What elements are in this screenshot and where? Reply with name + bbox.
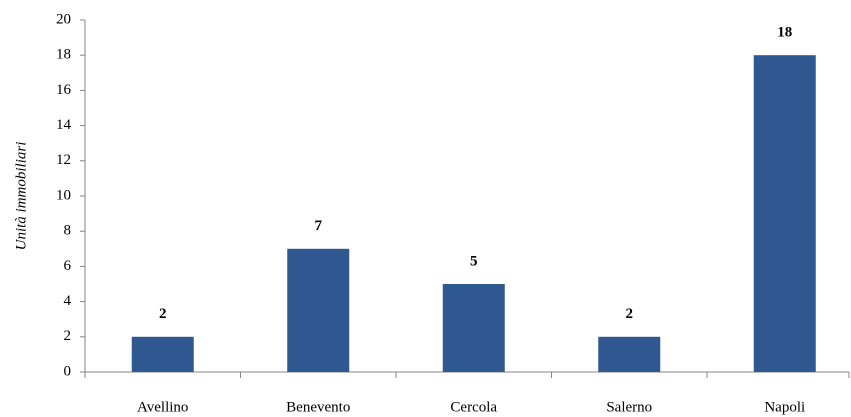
- y-tick-label: 2: [64, 328, 72, 344]
- bar: [287, 248, 350, 372]
- bar: [442, 284, 505, 372]
- y-tick-label: 8: [64, 223, 72, 239]
- x-tick-label: Salerno: [606, 399, 652, 415]
- data-label: 2: [626, 306, 634, 322]
- bar: [131, 336, 194, 372]
- y-tick-label: 16: [56, 82, 72, 98]
- data-label: 18: [777, 25, 792, 41]
- bar: [598, 336, 661, 372]
- y-tick-label: 4: [64, 293, 72, 309]
- y-tick-label: 10: [56, 187, 71, 203]
- y-tick-label: 12: [56, 152, 71, 168]
- y-tick-label: 14: [56, 117, 72, 133]
- x-tick-label: Cercola: [450, 399, 497, 415]
- y-tick-label: 6: [64, 258, 72, 274]
- data-label: 5: [470, 253, 478, 269]
- x-tick-label: Avellino: [137, 399, 188, 415]
- x-tick-label: Benevento: [286, 399, 350, 415]
- data-label: 2: [159, 306, 167, 322]
- y-tick-label: 18: [56, 47, 71, 63]
- data-label: 7: [315, 218, 323, 234]
- y-axis-label: Unità immobiliari: [13, 142, 29, 251]
- bar: [753, 55, 816, 372]
- y-tick-label: 0: [64, 363, 72, 379]
- y-tick-label: 20: [56, 11, 71, 27]
- x-tick-label: Napoli: [764, 399, 805, 415]
